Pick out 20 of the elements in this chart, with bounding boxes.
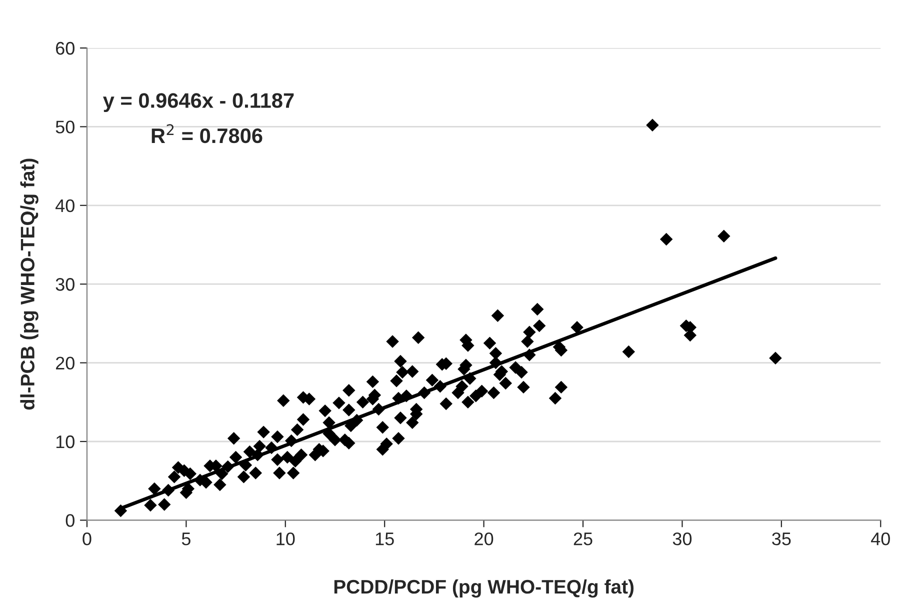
x-tick-label: 15 [376,532,394,546]
y-tick-label: 30 [56,278,74,291]
y-tick-label: 0 [66,514,74,527]
y-axis-title: dl-PCB (pg WHO-TEQ/g fat) [20,158,38,410]
x-tick-label: 40 [871,532,890,546]
y-tick-label: 60 [56,42,74,55]
x-tick-label: 30 [672,532,692,546]
annotation: y = 0.9646x - 0.1187 [103,93,294,112]
y-tick-label: 10 [56,435,74,448]
x-tick-label: 10 [276,532,295,546]
x-tick-label: 0 [82,532,92,546]
x-tick-label: 20 [474,532,494,546]
y-tick-label: 50 [56,120,74,134]
annotation: R$^{2}$ = 0.7806 [152,124,262,144]
x-tick-label: 25 [574,532,592,546]
x-tick-label: 5 [182,532,190,546]
y-tick-label: 20 [56,356,74,370]
x-tick-label: 35 [772,532,791,546]
x-axis-title: PCDD/PCDF (pg WHO-TEQ/g fat) [334,579,634,598]
y-tick-label: 40 [56,199,74,212]
